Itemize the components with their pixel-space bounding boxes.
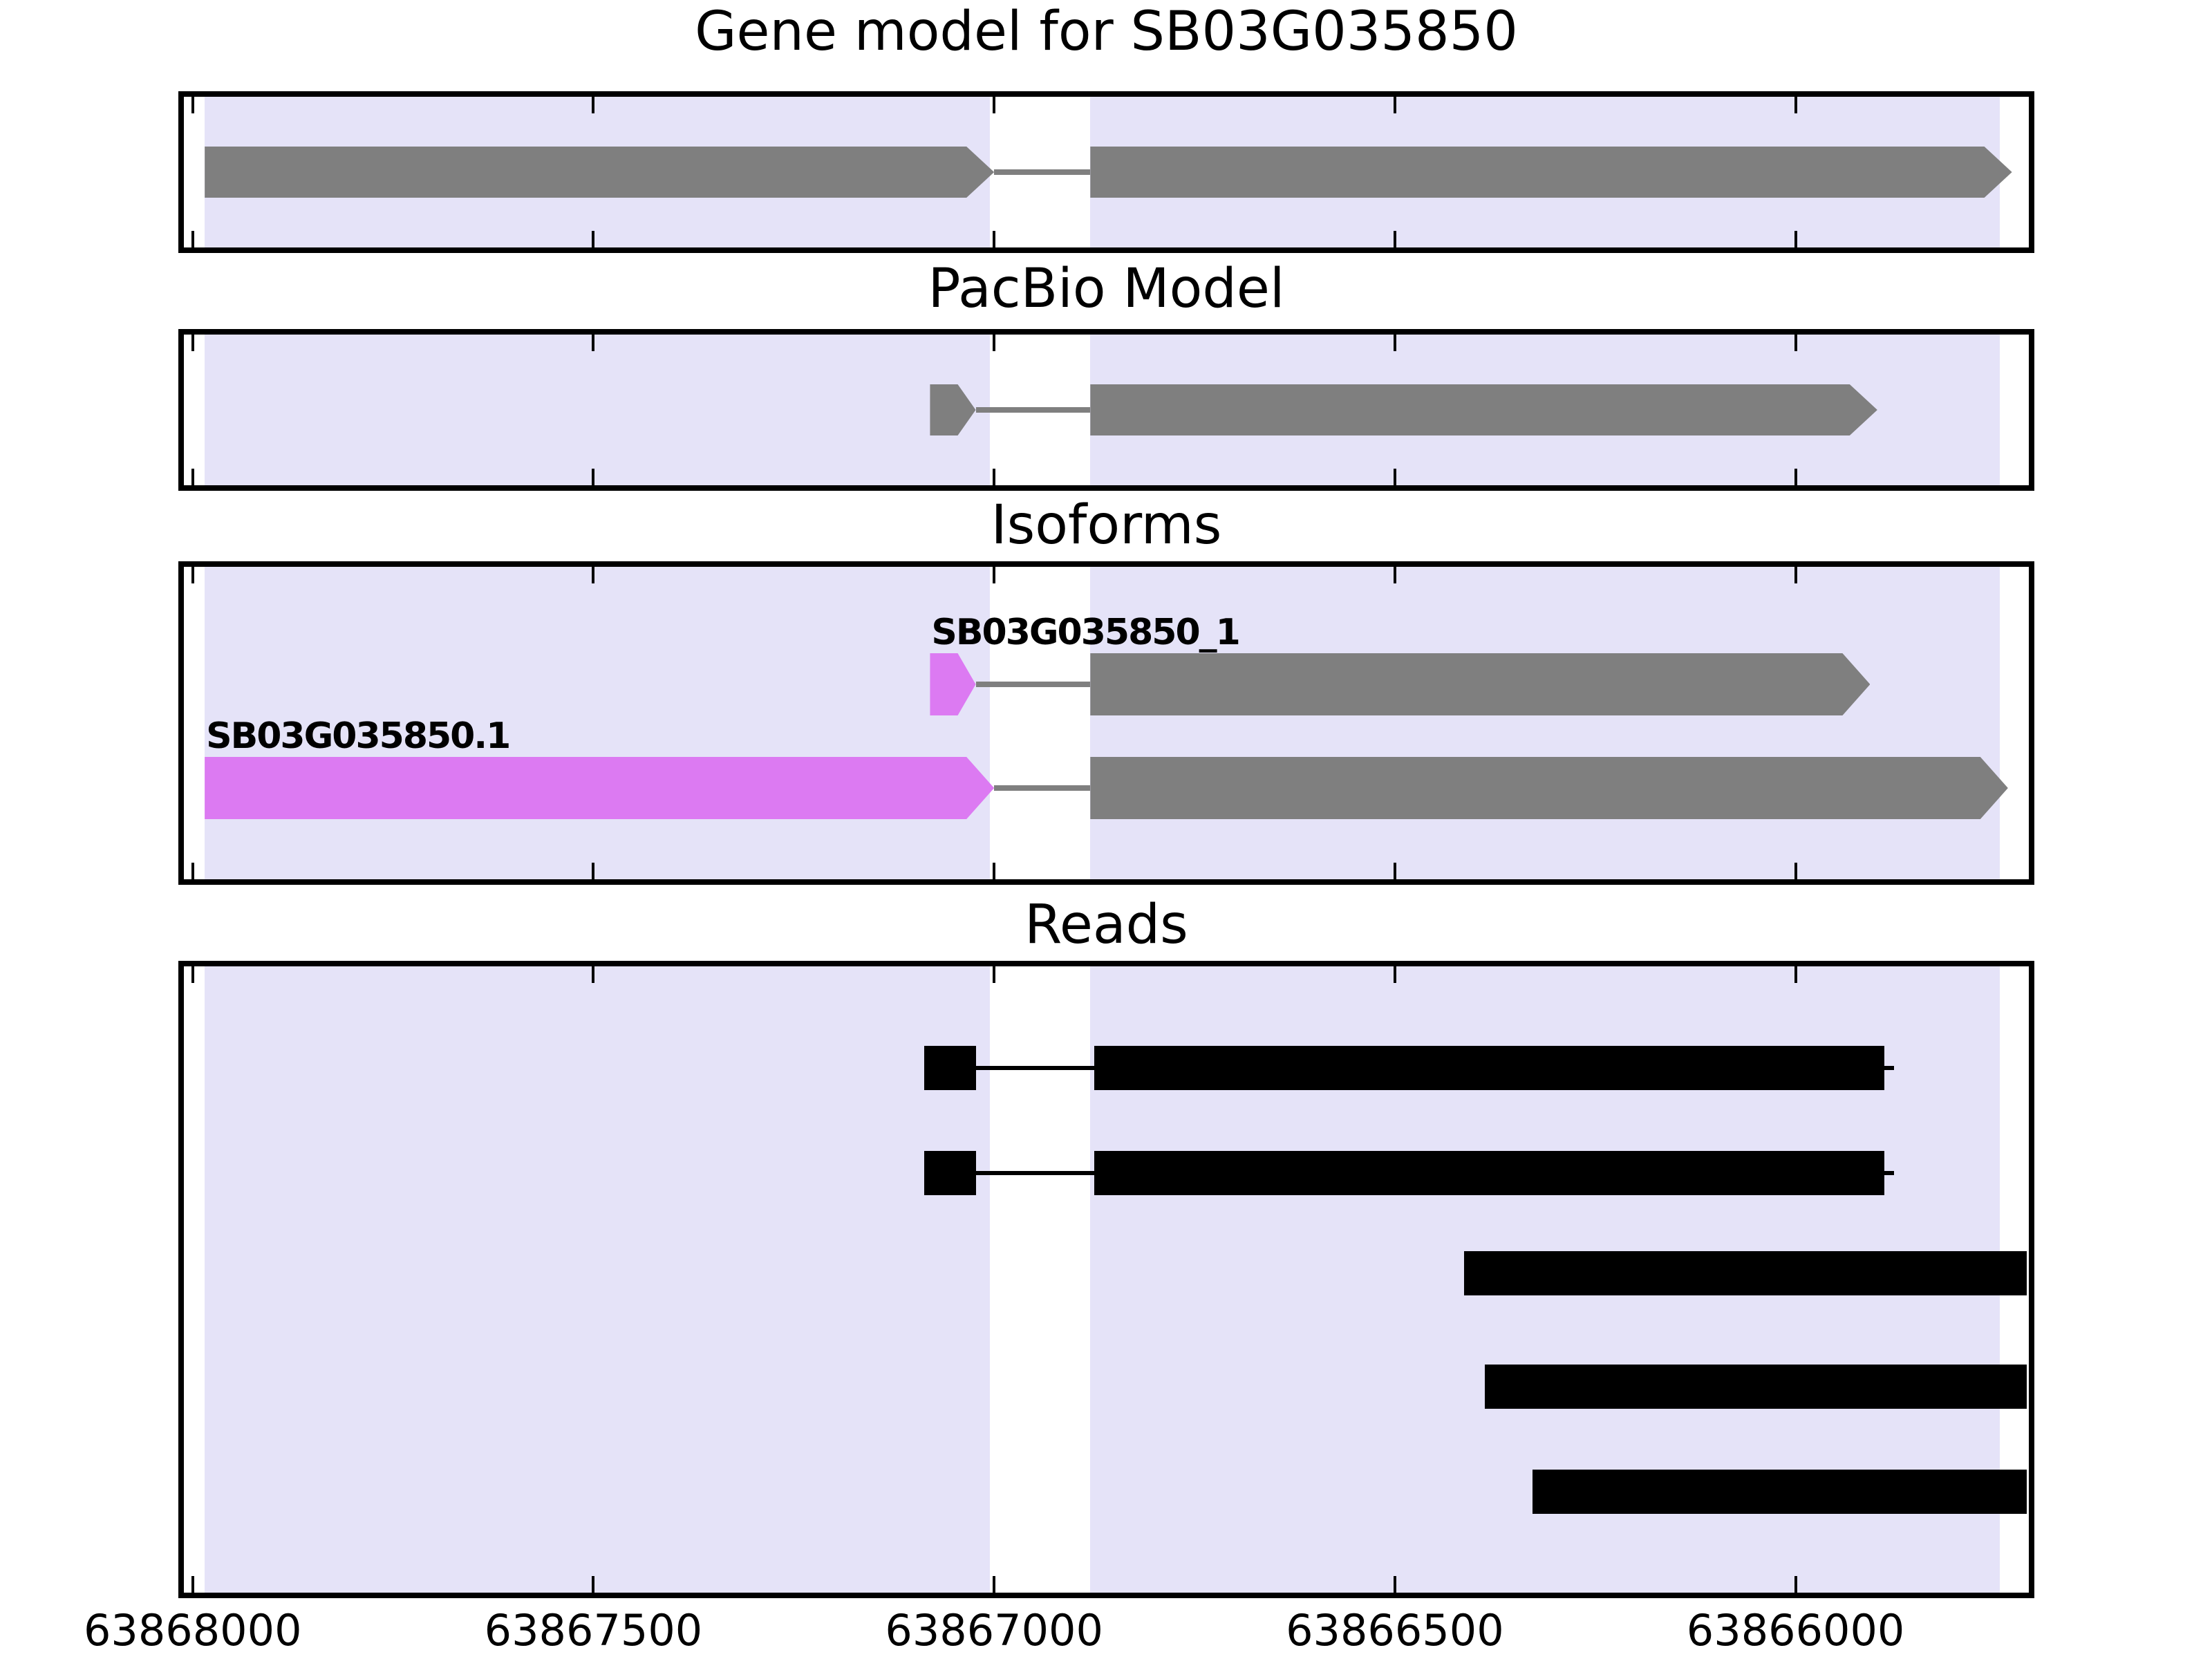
intron-line bbox=[975, 682, 1091, 687]
read-bar bbox=[1094, 1151, 1885, 1195]
axis-tick bbox=[993, 97, 996, 113]
read-bar bbox=[1533, 1470, 2027, 1514]
exon-arrow bbox=[1090, 653, 1870, 715]
axis-tick bbox=[191, 469, 194, 485]
read-bar bbox=[924, 1046, 976, 1090]
axis-tick bbox=[1794, 863, 1797, 879]
axis-tick bbox=[191, 231, 194, 247]
panel-title-reads: Reads bbox=[1024, 894, 1188, 956]
read-bar bbox=[1484, 1365, 2027, 1409]
axis-tick bbox=[191, 1576, 194, 1593]
exon-arrow bbox=[205, 147, 994, 198]
panel-title-pacbio-model: PacBio Model bbox=[928, 258, 1285, 320]
axis-tick bbox=[993, 863, 996, 879]
axis-tick-label: 63866500 bbox=[1286, 1605, 1504, 1656]
axis-tick bbox=[592, 335, 595, 351]
axis-tick bbox=[592, 231, 595, 247]
axis-tick bbox=[1794, 1576, 1797, 1593]
axis-tick-label: 63866000 bbox=[1686, 1605, 1905, 1656]
axis-tick bbox=[1393, 469, 1396, 485]
exon-arrow bbox=[205, 757, 994, 819]
axis-tick bbox=[1794, 97, 1797, 113]
axis-tick bbox=[993, 966, 996, 983]
axis-tick bbox=[592, 1576, 595, 1593]
axis-tick bbox=[993, 231, 996, 247]
intron-line bbox=[994, 785, 1091, 791]
axis-tick bbox=[1794, 966, 1797, 983]
intron-line bbox=[994, 169, 1091, 175]
axis-tick bbox=[1393, 97, 1396, 113]
axis-tick bbox=[1393, 567, 1396, 583]
axis-tick bbox=[191, 97, 194, 113]
axis-tick bbox=[993, 469, 996, 485]
axis-tick bbox=[993, 335, 996, 351]
read-bar bbox=[1463, 1251, 2027, 1295]
panel-title-isoforms: Isoforms bbox=[991, 494, 1222, 556]
axis-tick bbox=[191, 335, 194, 351]
axis-tick bbox=[1393, 335, 1396, 351]
axis-tick-label: 63867500 bbox=[484, 1605, 703, 1656]
highlight-band bbox=[205, 567, 991, 879]
axis-tick bbox=[993, 567, 996, 583]
axis-tick bbox=[191, 567, 194, 583]
intron-line bbox=[975, 407, 1091, 413]
axis-tick bbox=[1794, 231, 1797, 247]
axis-tick bbox=[592, 567, 595, 583]
axis-tick bbox=[1393, 1576, 1396, 1593]
axis-tick bbox=[592, 966, 595, 983]
exon-arrow bbox=[1090, 147, 2012, 198]
axis-tick bbox=[1393, 966, 1396, 983]
axis-tick bbox=[1794, 469, 1797, 485]
axis-tick bbox=[592, 469, 595, 485]
axis-tick bbox=[592, 863, 595, 879]
axis-tick-label: 63868000 bbox=[83, 1605, 302, 1656]
axis-tick-label: 63867000 bbox=[885, 1605, 1103, 1656]
exon-arrow bbox=[1090, 384, 1877, 435]
highlight-band bbox=[205, 335, 991, 485]
figure-title: Gene model for SB03G035850 bbox=[695, 1, 1518, 63]
read-bar bbox=[1094, 1046, 1885, 1090]
axis-tick bbox=[1794, 567, 1797, 583]
read-bar bbox=[924, 1151, 976, 1195]
axis-tick bbox=[592, 97, 595, 113]
isoform-label: SB03G035850.1 bbox=[206, 715, 511, 757]
axis-tick bbox=[191, 863, 194, 879]
axis-tick bbox=[191, 966, 194, 983]
exon-arrow bbox=[1090, 757, 2008, 819]
highlight-band bbox=[205, 966, 991, 1593]
axis-tick bbox=[1393, 231, 1396, 247]
isoform-label: SB03G035850_1 bbox=[931, 612, 1240, 653]
highlight-band bbox=[1090, 567, 2000, 879]
axis-tick bbox=[993, 1576, 996, 1593]
axis-tick bbox=[1393, 863, 1396, 879]
axis-tick bbox=[1794, 335, 1797, 351]
